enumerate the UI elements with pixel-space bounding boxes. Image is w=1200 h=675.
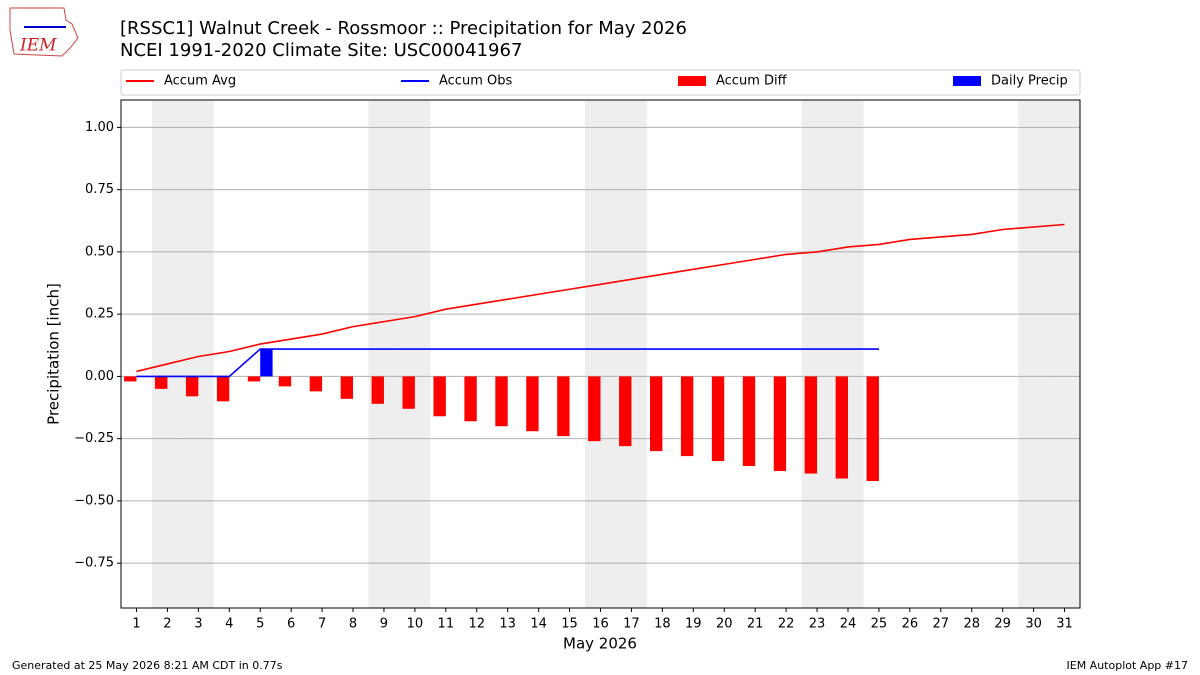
weekend-shade bbox=[399, 100, 431, 608]
bar bbox=[866, 376, 879, 481]
bar bbox=[619, 376, 632, 447]
x-tick-label: 5 bbox=[256, 617, 264, 632]
chart-subtitle: NCEI 1991-2020 Climate Site: USC00041967 bbox=[120, 40, 522, 61]
y-tick-label: 1.00 bbox=[85, 120, 114, 135]
bar bbox=[680, 376, 694, 457]
y-tick-label: 0.25 bbox=[85, 307, 114, 322]
bar bbox=[649, 376, 663, 452]
x-tick-label: 8 bbox=[349, 617, 357, 632]
x-tick-label: 27 bbox=[933, 617, 950, 632]
plot-frame bbox=[120, 99, 1081, 609]
x-tick-label: 28 bbox=[963, 617, 980, 632]
bar bbox=[835, 376, 848, 479]
weekend-shade bbox=[1018, 100, 1050, 608]
x-tick-label: 23 bbox=[809, 617, 826, 632]
bar bbox=[309, 376, 323, 392]
bar bbox=[247, 376, 261, 382]
bar bbox=[526, 376, 539, 432]
x-tick-label: 7 bbox=[318, 617, 326, 632]
weekend-shade bbox=[615, 100, 647, 608]
weekend-shade bbox=[151, 100, 183, 608]
y-tick-label: −0.50 bbox=[74, 493, 114, 508]
y-axis-label: Precipitation [inch] bbox=[45, 283, 63, 425]
x-tick-label: 4 bbox=[225, 617, 233, 632]
x-tick-label: 25 bbox=[871, 617, 888, 632]
weekend-shade bbox=[1049, 100, 1080, 608]
weekend-shade bbox=[368, 100, 400, 608]
x-tick-label: 10 bbox=[407, 617, 424, 632]
x-tick-label: 6 bbox=[287, 617, 295, 632]
bar bbox=[371, 376, 384, 404]
line bbox=[136, 348, 879, 378]
chart-title: [RSSC1] Walnut Creek - Rossmoor :: Preci… bbox=[120, 18, 687, 39]
x-tick-label: 12 bbox=[468, 617, 485, 632]
x-tick-label: 29 bbox=[994, 617, 1011, 632]
x-tick-label: 20 bbox=[716, 617, 733, 632]
legend-label: Accum Diff bbox=[716, 74, 788, 89]
y-tick-label: 0.50 bbox=[85, 244, 114, 259]
x-tick-label: 16 bbox=[592, 617, 609, 632]
bar bbox=[216, 376, 230, 402]
x-tick-label: 14 bbox=[530, 617, 547, 632]
line bbox=[136, 223, 1065, 373]
bar bbox=[278, 376, 292, 387]
x-axis-label: May 2026 bbox=[563, 635, 637, 653]
logo-text: IEM bbox=[19, 36, 57, 56]
legend-label: Accum Avg bbox=[164, 74, 236, 89]
x-tick-label: 13 bbox=[499, 617, 516, 632]
x-tick-label: 2 bbox=[163, 617, 171, 632]
weekend-shade bbox=[182, 100, 214, 608]
footer-right: IEM Autoplot App #17 bbox=[1067, 659, 1189, 672]
bar bbox=[185, 376, 199, 397]
x-tick-label: 9 bbox=[380, 617, 388, 632]
y-tick-label: −0.25 bbox=[74, 431, 114, 446]
bar bbox=[588, 376, 601, 442]
bar bbox=[557, 376, 570, 437]
bar bbox=[804, 376, 818, 474]
weekend-shade bbox=[832, 100, 864, 608]
bar bbox=[495, 376, 508, 427]
x-tick-label: 24 bbox=[840, 617, 857, 632]
bar bbox=[402, 376, 415, 409]
bar bbox=[340, 376, 354, 399]
x-tick-label: 21 bbox=[747, 617, 764, 632]
legend-label: Accum Obs bbox=[439, 74, 512, 89]
bar bbox=[155, 376, 168, 389]
x-tick-label: 31 bbox=[1056, 617, 1073, 632]
y-tick-label: −0.75 bbox=[74, 556, 114, 571]
legend-box bbox=[120, 69, 1081, 96]
weekend-shade bbox=[585, 100, 616, 608]
x-tick-label: 18 bbox=[654, 617, 671, 632]
weekend-shade bbox=[801, 100, 833, 608]
bar bbox=[711, 376, 725, 462]
bar bbox=[433, 376, 446, 417]
x-tick-label: 1 bbox=[132, 617, 140, 632]
bar bbox=[124, 376, 137, 382]
bar bbox=[773, 376, 787, 472]
y-tick-label: 0.75 bbox=[85, 182, 114, 197]
x-tick-label: 22 bbox=[778, 617, 795, 632]
x-tick-label: 19 bbox=[685, 617, 702, 632]
logo-outline bbox=[9, 7, 79, 57]
x-tick-label: 30 bbox=[1025, 617, 1042, 632]
x-tick-label: 17 bbox=[623, 617, 640, 632]
bar bbox=[464, 376, 477, 422]
x-tick-label: 11 bbox=[438, 617, 455, 632]
x-tick-label: 15 bbox=[561, 617, 578, 632]
logo: IEM bbox=[9, 7, 79, 57]
x-tick-label: 26 bbox=[902, 617, 919, 632]
legend-swatch bbox=[953, 76, 981, 86]
footer-left: Generated at 25 May 2026 8:21 AM CDT in … bbox=[12, 659, 283, 672]
legend-swatch bbox=[678, 76, 706, 86]
y-tick-label: 0.00 bbox=[85, 369, 114, 384]
legend-label: Daily Precip bbox=[991, 74, 1068, 89]
x-tick-label: 3 bbox=[194, 617, 202, 632]
bar bbox=[742, 376, 756, 467]
bar bbox=[260, 349, 273, 377]
